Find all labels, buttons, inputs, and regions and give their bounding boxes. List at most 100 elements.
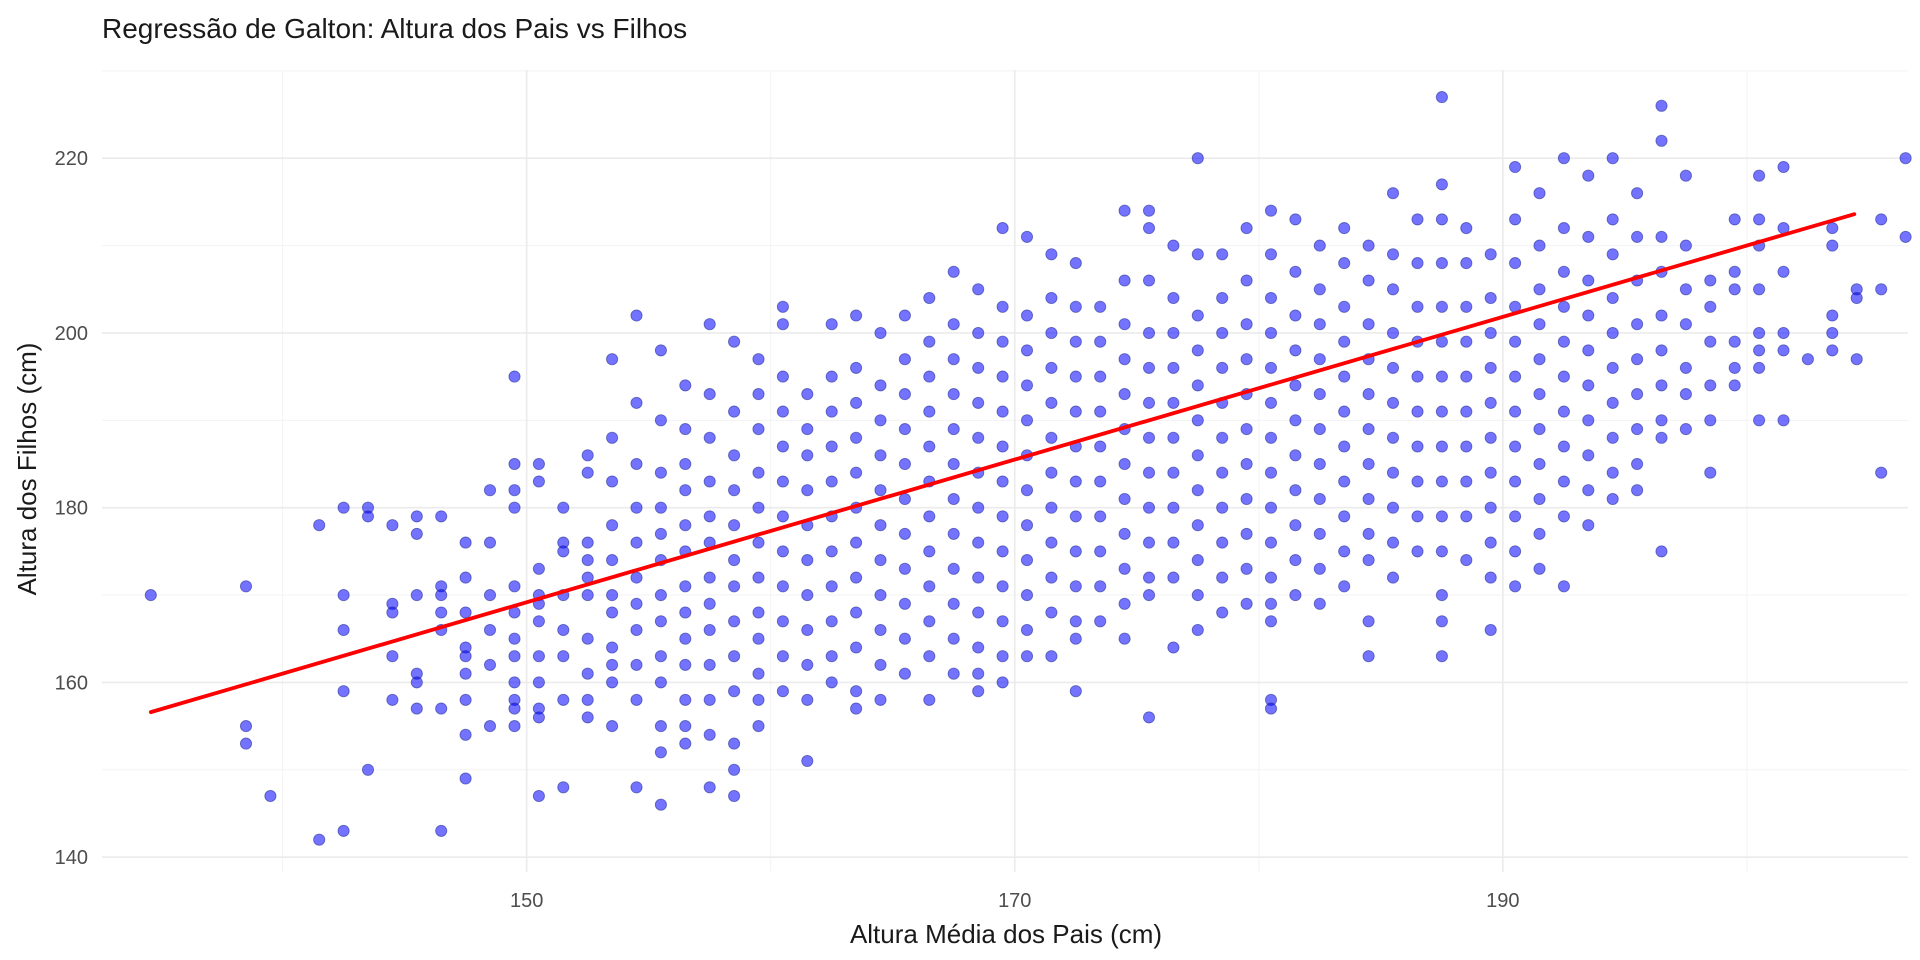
x-axis-title: Altura Média dos Pais (cm) bbox=[850, 919, 1162, 949]
data-point bbox=[557, 501, 570, 514]
data-point bbox=[1216, 536, 1229, 549]
data-point bbox=[947, 265, 960, 278]
data-point bbox=[1509, 370, 1522, 383]
data-point bbox=[557, 693, 570, 706]
data-point bbox=[386, 693, 399, 706]
data-point bbox=[1655, 134, 1668, 147]
data-point bbox=[874, 554, 887, 567]
data-point bbox=[1460, 405, 1473, 418]
regression-line bbox=[148, 212, 1857, 715]
data-point bbox=[1216, 466, 1229, 479]
data-point bbox=[1411, 213, 1424, 226]
data-point bbox=[1435, 405, 1448, 418]
data-point bbox=[728, 554, 741, 567]
data-point bbox=[1216, 361, 1229, 374]
data-point bbox=[1264, 597, 1278, 610]
data-point bbox=[1020, 484, 1034, 497]
data-point bbox=[1484, 571, 1497, 584]
data-point bbox=[947, 353, 960, 366]
data-point bbox=[679, 720, 692, 733]
data-point bbox=[459, 728, 472, 741]
data-point bbox=[1313, 283, 1326, 296]
data-point bbox=[801, 693, 814, 706]
data-point bbox=[1631, 388, 1644, 401]
data-point bbox=[581, 711, 594, 724]
data-point bbox=[1826, 239, 1839, 252]
data-point bbox=[996, 300, 1009, 313]
data-point bbox=[239, 580, 253, 593]
data-point bbox=[703, 431, 716, 444]
data-point bbox=[1606, 431, 1619, 444]
data-point bbox=[435, 510, 448, 523]
data-point bbox=[1777, 414, 1790, 427]
data-point bbox=[1313, 388, 1326, 401]
data-point bbox=[1289, 344, 1302, 357]
data-point bbox=[947, 423, 960, 436]
data-point bbox=[630, 501, 643, 514]
data-point bbox=[1264, 466, 1278, 479]
data-point bbox=[898, 597, 911, 610]
data-point bbox=[1460, 554, 1473, 567]
data-point bbox=[557, 623, 570, 637]
data-point bbox=[947, 527, 960, 540]
data-point bbox=[606, 353, 619, 366]
data-point bbox=[752, 632, 765, 645]
data-point bbox=[1094, 545, 1107, 558]
data-point bbox=[703, 510, 716, 523]
data-point bbox=[508, 720, 521, 733]
data-point bbox=[1094, 370, 1107, 383]
data-point bbox=[1826, 222, 1839, 235]
data-point bbox=[776, 440, 789, 453]
data-point bbox=[1704, 274, 1717, 287]
data-point bbox=[1582, 274, 1595, 287]
data-point bbox=[1313, 527, 1326, 540]
data-point bbox=[1264, 291, 1278, 305]
data-point bbox=[313, 833, 326, 846]
data-point bbox=[532, 711, 545, 724]
data-point bbox=[1142, 222, 1156, 235]
data-point bbox=[1509, 257, 1522, 270]
data-point bbox=[1240, 562, 1253, 575]
data-point bbox=[1728, 361, 1741, 374]
data-point bbox=[386, 606, 399, 619]
data-point bbox=[508, 484, 521, 497]
data-point bbox=[776, 545, 789, 558]
data-point bbox=[337, 685, 350, 698]
data-point bbox=[1191, 379, 1204, 392]
data-point bbox=[337, 623, 350, 637]
data-point bbox=[1069, 370, 1082, 383]
data-point bbox=[1533, 527, 1546, 540]
data-point bbox=[386, 650, 399, 663]
data-point bbox=[1484, 396, 1497, 409]
data-point bbox=[1484, 361, 1497, 374]
data-point bbox=[1435, 300, 1448, 313]
data-point bbox=[1631, 230, 1644, 243]
data-point bbox=[581, 693, 594, 706]
data-point bbox=[1240, 597, 1253, 610]
data-point bbox=[1313, 318, 1326, 331]
data-point bbox=[1899, 152, 1912, 165]
data-point bbox=[850, 702, 863, 715]
data-point bbox=[1386, 466, 1400, 479]
data-point bbox=[1753, 213, 1766, 226]
data-point bbox=[1142, 589, 1156, 602]
data-point bbox=[923, 335, 936, 348]
data-point bbox=[728, 519, 741, 532]
data-point bbox=[1240, 222, 1253, 235]
data-point bbox=[1411, 475, 1424, 488]
data-point bbox=[972, 685, 985, 698]
data-point bbox=[972, 641, 985, 654]
data-point bbox=[557, 781, 570, 794]
data-point bbox=[1069, 475, 1082, 488]
data-point bbox=[1435, 545, 1448, 558]
data-point bbox=[1045, 431, 1058, 444]
data-point bbox=[410, 676, 423, 689]
data-point bbox=[1338, 510, 1351, 523]
data-point bbox=[1557, 335, 1570, 348]
data-point bbox=[1753, 361, 1766, 374]
data-point bbox=[313, 519, 326, 532]
data-point bbox=[1338, 370, 1351, 383]
data-point bbox=[850, 571, 863, 584]
data-point bbox=[1240, 492, 1253, 506]
data-point bbox=[728, 685, 741, 698]
